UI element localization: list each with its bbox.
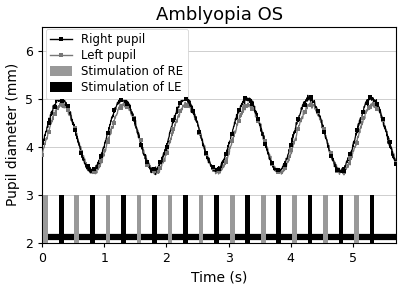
Title: Amblyopia OS: Amblyopia OS: [155, 6, 282, 23]
Y-axis label: Pupil diameter (mm): Pupil diameter (mm): [6, 63, 20, 206]
X-axis label: Time (s): Time (s): [190, 271, 247, 284]
Legend: Right pupil, Left pupil, Stimulation of RE, Stimulation of LE: Right pupil, Left pupil, Stimulation of …: [46, 29, 188, 99]
